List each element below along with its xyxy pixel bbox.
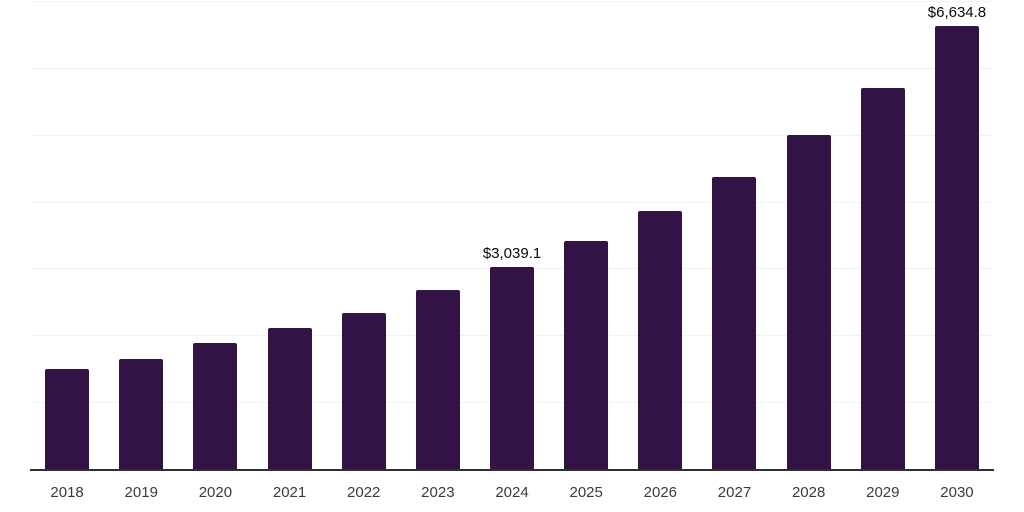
x-tick-2030: 2030 [940,484,974,501]
bar-column-2024: $3,039.1 [475,2,549,470]
value-label-2024: $3,039.1 [482,244,542,262]
plot-area: $3,039.1 $6,634.8 [30,1,994,471]
bar-column-2025 [549,2,623,470]
x-axis-line [30,469,994,471]
bar-2030 [934,26,979,470]
value-label-2030: $6,634.8 [927,4,987,22]
x-axis-labels: 2018 2019 2020 2021 2022 2023 2024 2025 2026 2027… [30,484,994,502]
x-tick-2024: 2024 [495,484,529,501]
bar-column-2030: $6,634.8 [920,2,994,470]
bar-column-2018 [30,2,104,470]
bar-column-2021 [252,2,326,470]
gridline-4000 [30,201,994,203]
x-tick-2019: 2019 [124,484,158,501]
bar-2025 [564,240,609,470]
gridline-6000 [30,67,994,69]
bar-column-2022 [327,2,401,470]
bar-column-2020 [178,2,252,470]
bar-2029 [860,88,905,470]
bar-2024 [490,266,535,470]
bar-column-2019 [104,2,178,470]
bar-2027 [712,176,757,470]
bar-2020 [193,342,238,470]
x-tick-2022: 2022 [347,484,381,501]
bar-2018 [45,369,90,470]
x-tick-2018: 2018 [50,484,84,501]
x-tick-2026: 2026 [643,484,678,501]
bar-2019 [119,359,164,470]
bar-column-2027 [697,2,771,470]
bar-2026 [638,210,683,470]
bar-2021 [267,328,312,470]
bar-2022 [341,312,386,470]
bars-container: $3,039.1 $6,634.8 [30,2,994,470]
bar-column-2028 [772,2,846,470]
x-tick-2029: 2029 [866,484,900,501]
bar-2023 [415,289,460,470]
bar-column-2026 [623,2,697,470]
x-tick-2023: 2023 [421,484,455,501]
bar-2028 [786,135,831,470]
x-tick-2021: 2021 [272,484,307,501]
bar-column-2023 [401,2,475,470]
x-tick-2025: 2025 [569,484,603,501]
bar-column-2029 [846,2,920,470]
gridline-7000 [30,1,994,2]
x-tick-2028: 2028 [791,484,826,501]
gridline-5000 [30,134,994,136]
x-tick-2020: 2020 [198,484,233,501]
x-tick-2027: 2027 [717,484,752,501]
